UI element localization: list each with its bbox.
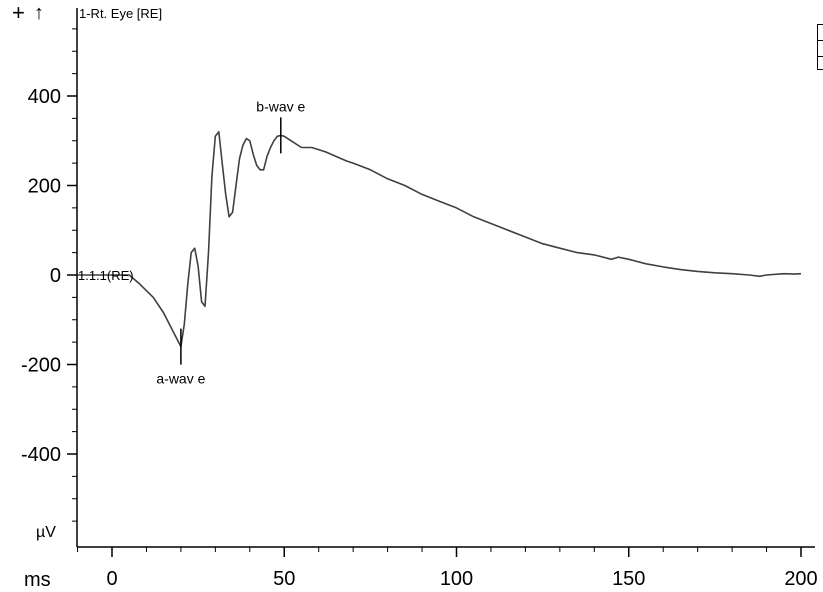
a-wave-label: a-wav e bbox=[156, 371, 205, 387]
ticks: -400 -200 0 200 400 0 50 100 150 200 bbox=[21, 29, 818, 590]
x-tick-label: 50 bbox=[273, 568, 295, 590]
legend-box bbox=[817, 24, 823, 70]
y-tick-label: -400 bbox=[21, 444, 61, 466]
legend-row bbox=[818, 25, 823, 41]
legend-row bbox=[818, 41, 823, 57]
y-tick-label: 0 bbox=[50, 265, 61, 287]
y-tick-label: 200 bbox=[28, 176, 61, 198]
channel-label: 1-Rt. Eye [RE] bbox=[79, 6, 162, 21]
y-tick-label: 400 bbox=[28, 86, 61, 108]
trace bbox=[78, 132, 802, 347]
b-wave-label: b-wav e bbox=[256, 98, 305, 114]
trace-label: 1.1.1(RE) bbox=[78, 268, 134, 283]
x-tick-label: 100 bbox=[440, 568, 473, 590]
y-axis-unit-label: µV bbox=[36, 524, 56, 541]
x-tick-label: 200 bbox=[784, 568, 817, 590]
y-tick-label: -200 bbox=[21, 355, 61, 377]
x-tick-label: 0 bbox=[106, 568, 117, 590]
x-axis-unit-label: ms bbox=[24, 569, 51, 591]
up-arrow-icon[interactable]: ↑ bbox=[34, 2, 44, 24]
plus-icon[interactable]: + bbox=[12, 2, 25, 24]
x-tick-label: 150 bbox=[612, 568, 645, 590]
erg-trace-line bbox=[78, 132, 802, 347]
